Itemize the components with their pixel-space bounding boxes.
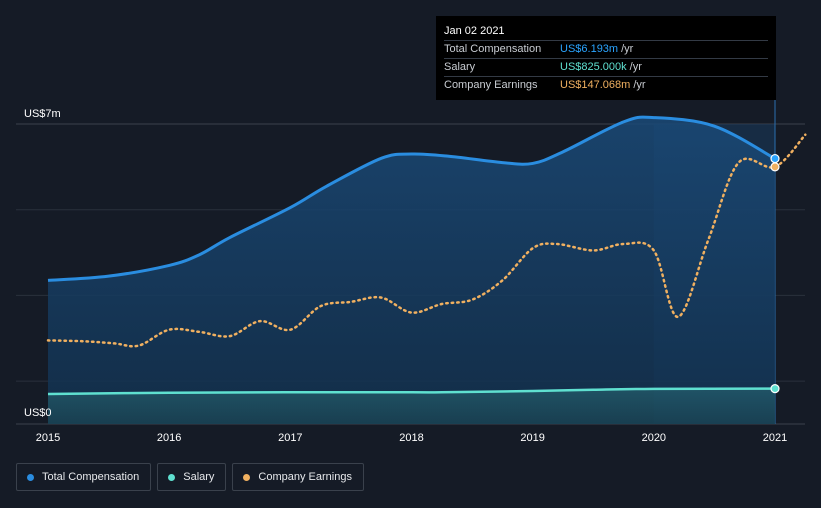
- x-tick-label: 2015: [36, 432, 60, 444]
- tooltip-value: US$825.000k: [560, 61, 627, 73]
- tooltip-label: Company Earnings: [444, 79, 538, 91]
- total-compensation-area: [48, 117, 775, 424]
- tooltip-value: US$147.068m: [560, 79, 631, 91]
- tooltip-unit: /yr: [621, 43, 634, 55]
- tooltip-unit: /yr: [633, 79, 646, 91]
- salary-area: [48, 388, 775, 424]
- tooltip-row-salary: Salary US$825.000k /yr: [444, 58, 768, 76]
- y-axis-label-bottom: US$0: [24, 407, 52, 419]
- chart-legend: Total Compensation Salary Company Earnin…: [16, 463, 364, 491]
- legend-item-salary[interactable]: Salary: [157, 463, 227, 491]
- series-areas: [48, 117, 775, 424]
- tooltip-unit: /yr: [629, 61, 642, 73]
- x-tick-label: 2021: [763, 432, 787, 444]
- hover-tooltip: Jan 02 2021 Total Compensation US$6.193m…: [436, 16, 776, 100]
- total-compensation-marker: [770, 153, 780, 164]
- axes: US$7m US$0: [24, 108, 61, 419]
- x-axis-ticks: 2015 2016 2017 2018 2019 2020 2021: [36, 432, 787, 444]
- legend-dot-icon: [27, 473, 34, 481]
- series-markers: [770, 153, 780, 394]
- legend-item-company-earnings[interactable]: Company Earnings: [232, 463, 364, 491]
- compensation-chart: US$7m US$0 2015 2016 2017 2018 2019 2020 2021: [16, 100, 807, 444]
- company-earnings-marker: [770, 162, 780, 172]
- y-axis-label-top: US$7m: [24, 108, 61, 120]
- tooltip-label: Salary: [444, 61, 476, 73]
- tooltip-row-company-earnings: Company Earnings US$147.068m /yr: [444, 76, 768, 94]
- tooltip-value: US$6.193m: [560, 43, 619, 55]
- salary-marker: [770, 384, 780, 394]
- legend-label: Company Earnings: [258, 471, 352, 483]
- x-tick-label: 2019: [520, 432, 544, 444]
- x-tick-label: 2020: [642, 432, 666, 444]
- x-tick-label: 2018: [399, 432, 423, 444]
- tooltip-label: Total Compensation: [444, 43, 542, 55]
- company-earnings-line: [46, 133, 807, 348]
- legend-item-total-compensation[interactable]: Total Compensation: [16, 463, 152, 491]
- legend-dot-icon: [168, 473, 176, 481]
- tooltip-date: Jan 02 2021: [444, 25, 505, 37]
- legend-label: Salary: [183, 471, 215, 483]
- series-lines: [46, 115, 807, 396]
- salary-line: [47, 387, 776, 396]
- x-tick-label: 2016: [157, 432, 181, 444]
- total-compensation-line: [47, 115, 776, 282]
- x-tick-label: 2017: [278, 432, 302, 444]
- legend-label: Total Compensation: [42, 471, 140, 483]
- tooltip-row-total-compensation: Total Compensation US$6.193m /yr: [444, 40, 768, 58]
- legend-dot-icon: [243, 473, 251, 481]
